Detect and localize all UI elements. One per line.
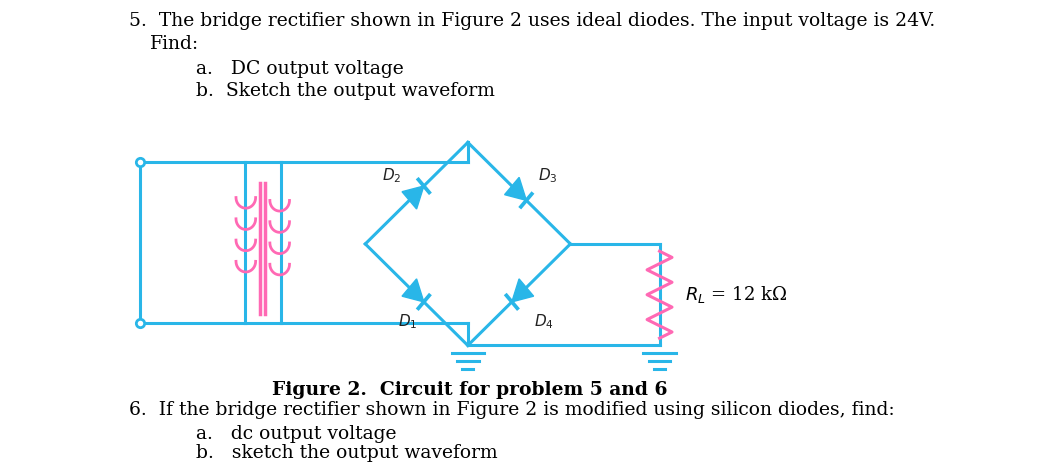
Polygon shape xyxy=(512,279,534,302)
Text: 5.  The bridge rectifier shown in Figure 2 uses ideal diodes. The input voltage : 5. The bridge rectifier shown in Figure … xyxy=(129,12,935,30)
Text: $D_3$: $D_3$ xyxy=(538,166,557,185)
Text: $R_L$ = 12 kΩ: $R_L$ = 12 kΩ xyxy=(684,284,787,305)
Text: $D_4$: $D_4$ xyxy=(534,312,554,331)
Text: Find:: Find: xyxy=(149,35,199,53)
Text: 6.  If the bridge rectifier shown in Figure 2 is modified using silicon diodes, : 6. If the bridge rectifier shown in Figu… xyxy=(129,401,895,418)
Text: a.   dc output voltage: a. dc output voltage xyxy=(195,425,396,443)
Polygon shape xyxy=(505,177,527,200)
Text: b.   sketch the output waveform: b. sketch the output waveform xyxy=(195,444,497,462)
Text: $D_1$: $D_1$ xyxy=(398,312,417,331)
Text: a.   DC output voltage: a. DC output voltage xyxy=(195,60,403,78)
Text: $D_2$: $D_2$ xyxy=(381,166,401,185)
Text: Figure 2.  Circuit for problem 5 and 6: Figure 2. Circuit for problem 5 and 6 xyxy=(272,381,668,399)
Polygon shape xyxy=(402,186,424,209)
Polygon shape xyxy=(402,279,424,302)
Text: b.  Sketch the output waveform: b. Sketch the output waveform xyxy=(195,82,494,99)
